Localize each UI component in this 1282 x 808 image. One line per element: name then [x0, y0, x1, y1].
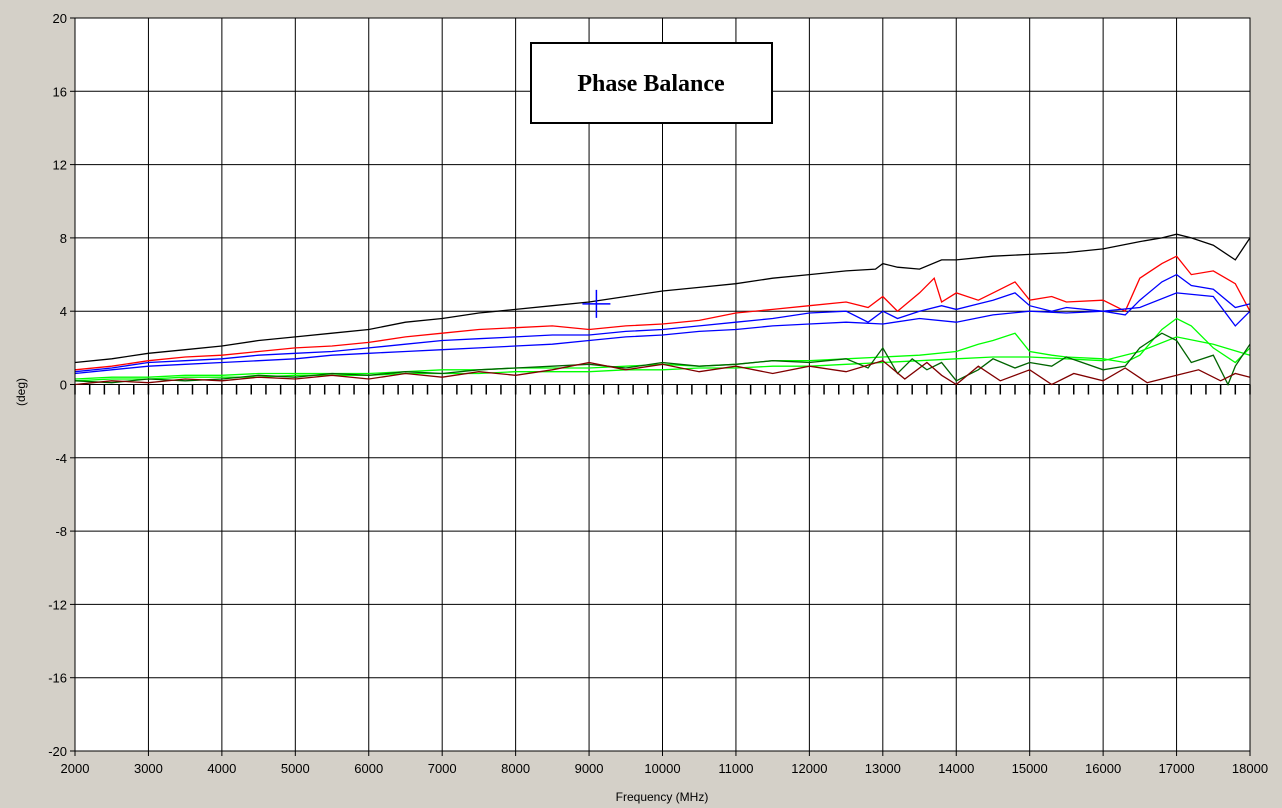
chart-title: Phase Balance: [577, 71, 725, 97]
x-tick-label: 17000: [1158, 761, 1194, 776]
series-layer: [74, 233, 1251, 387]
x-tick-label: 7000: [428, 761, 457, 776]
x-axis-title: Frequency (MHz): [616, 790, 709, 804]
y-tick-label: 8: [60, 231, 67, 246]
x-tick-label: 2000: [61, 761, 90, 776]
series-line-4: [74, 292, 1251, 375]
x-tick-label: 4000: [207, 761, 236, 776]
y-tick-label: -12: [48, 597, 67, 612]
x-tick-label: 6000: [354, 761, 383, 776]
marker-layer: [582, 289, 611, 318]
series-line-5: [74, 317, 1251, 380]
chart-title-box: Phase Balance: [530, 42, 773, 124]
x-tick-label: 16000: [1085, 761, 1121, 776]
y-tick-label: -8: [55, 524, 67, 539]
series-line-7: [74, 332, 1251, 387]
x-tick-label: 10000: [644, 761, 680, 776]
x-tick-labels: 2000 3000 4000 5000 6000 7000 8000 9000 10000 110…: [61, 761, 1269, 776]
x-tick-label: 5000: [281, 761, 310, 776]
x-tick-label: 13000: [865, 761, 901, 776]
x-tick-label: 18000: [1232, 761, 1268, 776]
x-tick-label: 11000: [718, 761, 753, 776]
x-tick-label: 15000: [1012, 761, 1048, 776]
y-tick-label: 12: [53, 158, 67, 173]
x-tick-label: 12000: [791, 761, 827, 776]
series-line-3: [74, 273, 1251, 373]
x-tick-label: 8000: [501, 761, 530, 776]
y-tick-label: 0: [60, 378, 67, 393]
zero-line-ticks: [74, 384, 1251, 395]
y-tick-label: 20: [53, 11, 67, 26]
series-line-1: [74, 233, 1251, 364]
y-tick-label: 16: [53, 84, 67, 99]
x-tick-label: 9000: [575, 761, 604, 776]
y-tick-labels: 20 16 12 8 4 0 -4 -8 -12 -16 -20: [48, 11, 67, 759]
y-tick-label: -16: [48, 671, 67, 686]
x-tick-label: 3000: [134, 761, 163, 776]
x-tick-label: 14000: [938, 761, 974, 776]
y-axis-title: (deg): [14, 378, 28, 406]
y-tick-label: 4: [60, 304, 67, 319]
plot-border: [74, 17, 1251, 752]
y-tick-label: -4: [55, 451, 67, 466]
series-line-8: [74, 359, 1251, 386]
y-tick-label: -20: [48, 744, 67, 759]
